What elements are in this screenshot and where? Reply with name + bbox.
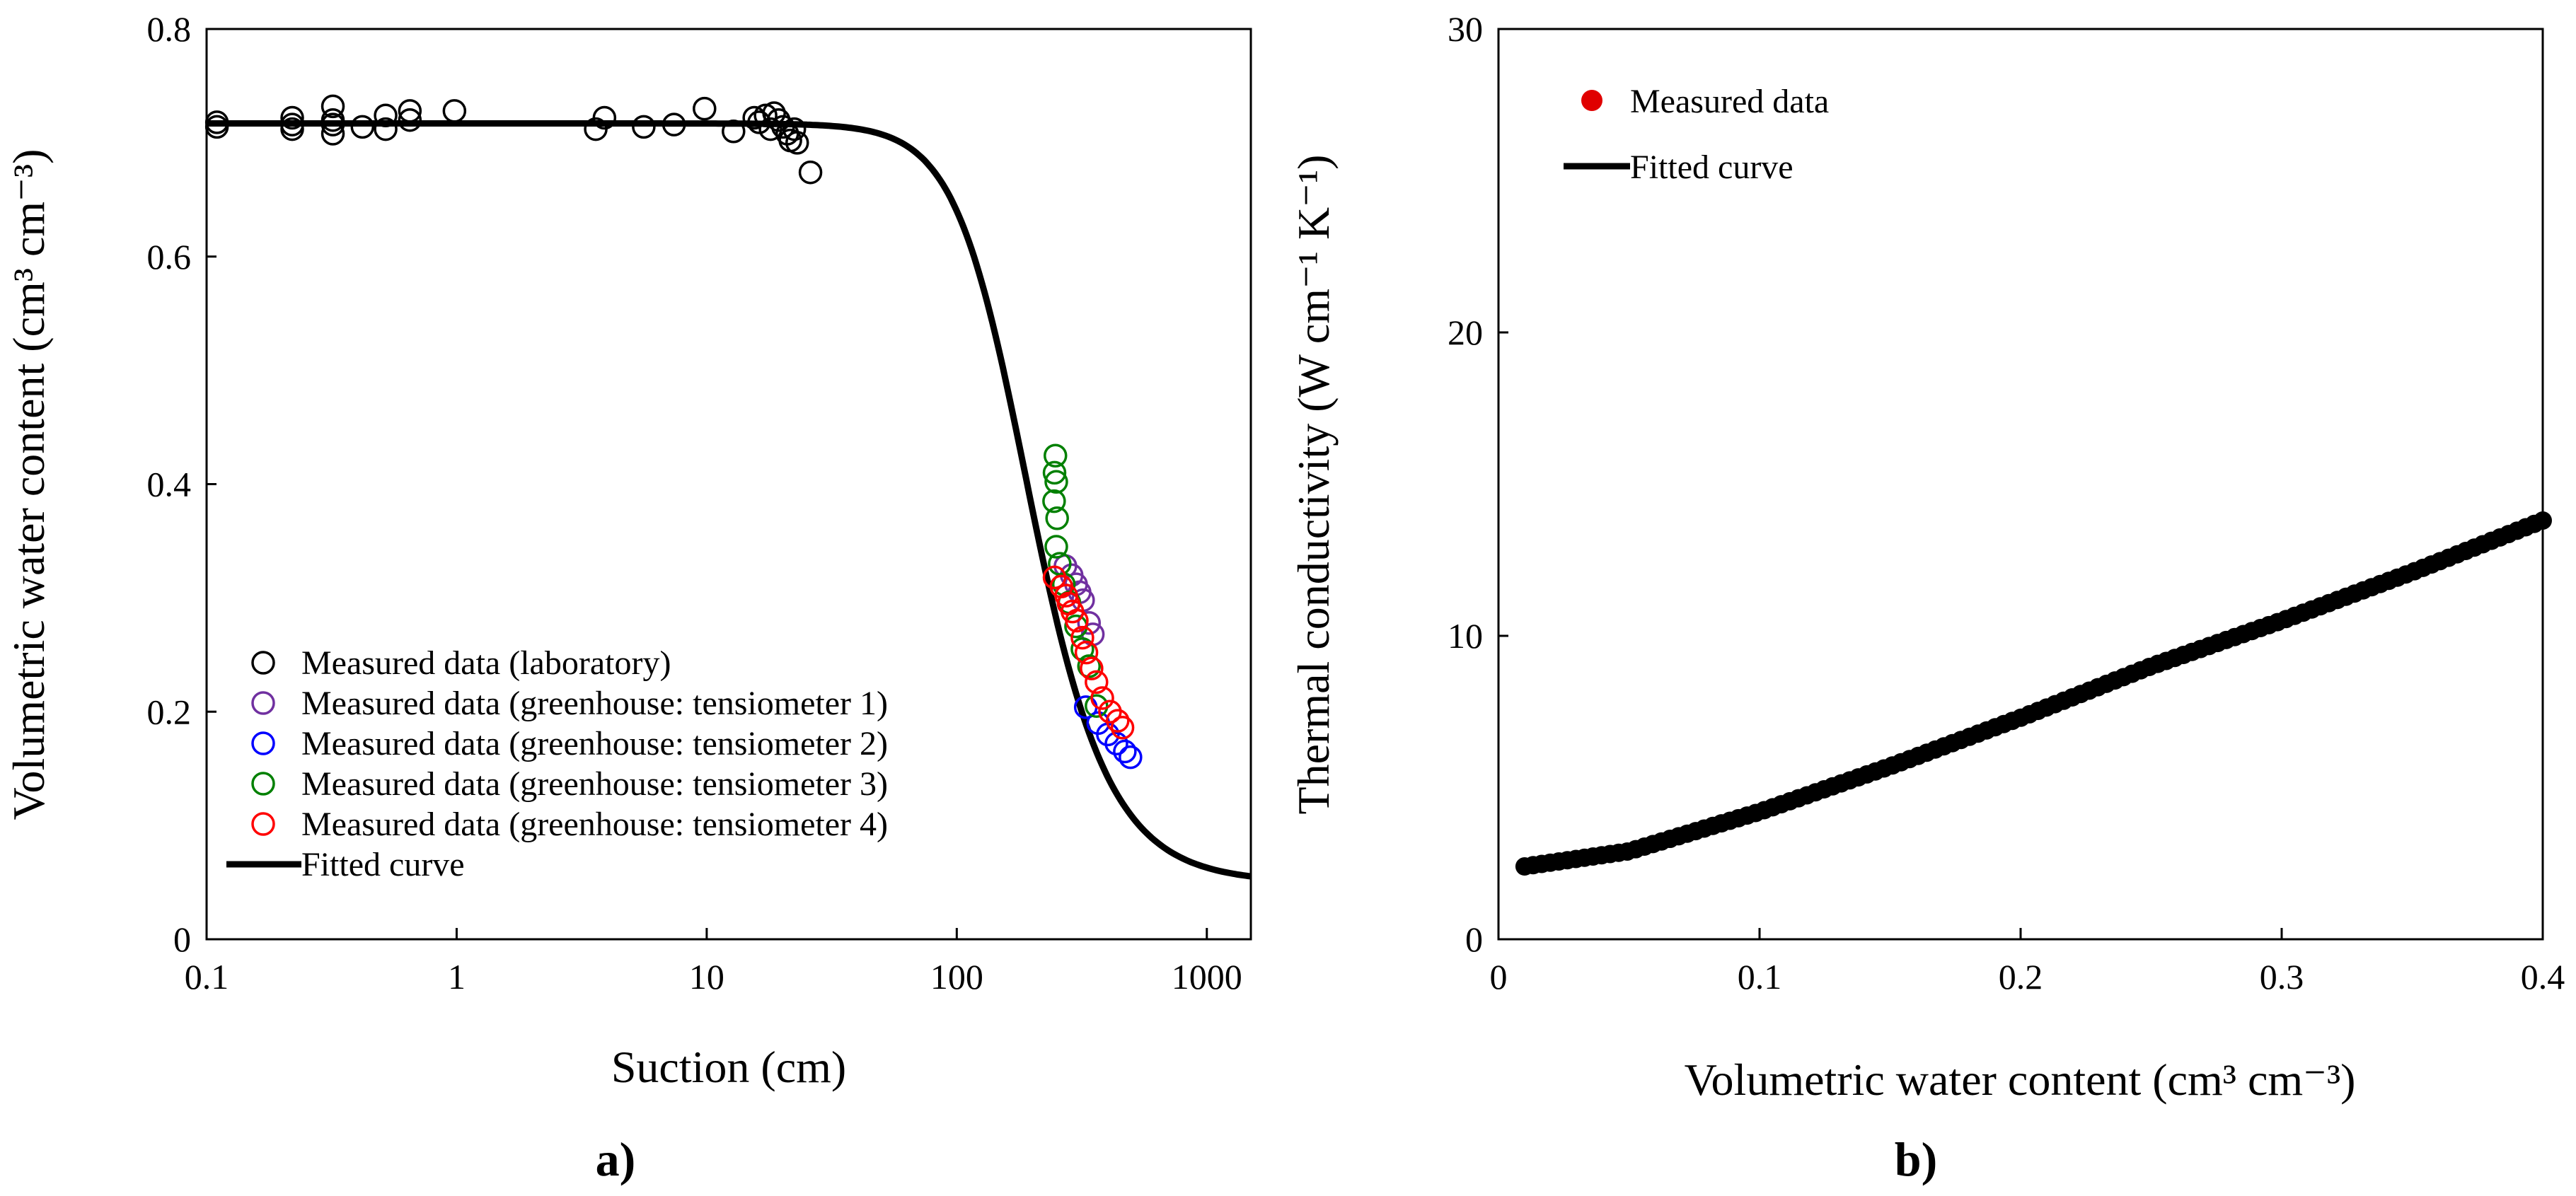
panel-a-series0-point [782,117,807,141]
panel-b-y-tick-label: 0 [1465,919,1483,959]
panel-a-series3-point [1044,535,1068,559]
panel-b-y-tick-label: 20 [1448,313,1483,352]
panel-b-y-tick-label: 30 [1448,9,1483,49]
legend-b-entry-label: Fitted curve [1630,149,1794,186]
legend-a-entry-label: Fitted curve [301,846,465,883]
panel-b-x-tick-label: 0.1 [1738,957,1782,997]
panel-a-y-tick-label: 0.4 [147,465,192,504]
legend-a-circle-swatch [251,812,275,836]
legend-a-circle-swatch [251,772,275,796]
panel-a-series0-point [442,99,467,123]
panel-b-data-point [2534,511,2552,530]
panel-a-series0-point [204,115,229,139]
panel-a-series3-point [1042,489,1066,513]
panel-a-series4-point [1110,716,1135,740]
panel-a-series0-point [592,105,617,130]
panel-a-series2-point [1113,739,1137,764]
panel-b-y-axis-ticks: 0 10 20 30 [1448,9,1508,959]
panel-a-x-axis-label: Suction (cm) [611,1042,846,1092]
legend-a-entry-label: Measured data (greenhouse: tensiometer 4… [301,806,888,843]
panel-b-plot-area [1497,28,2544,941]
panel-a-series3-point [1085,694,1109,718]
panel-b-x-tick-label: 0 [1490,957,1508,997]
panel-a-series3-point [1070,637,1094,661]
panel-a-y-tick-label: 0.2 [147,692,192,731]
panel-b-label: b) [1895,1132,1937,1186]
panel-a-series3-point [1077,654,1102,678]
panel-b-data-points [1515,511,2552,876]
panel-a-x-tick-label: 0.1 [185,957,229,997]
panel-a-series0-point [320,94,345,119]
panel-b-y-tick-label: 10 [1448,616,1483,656]
panel-b-legend: Measured data Fitted curve [1564,83,1829,186]
legend-a-circle-swatch [251,651,275,675]
panel-a-plot-area [205,28,1252,941]
legend-a-entry-label: Measured data (greenhouse: tensiometer 1… [301,685,888,722]
panel-a-series3-point [1045,506,1069,530]
panel-a-series0-point [280,117,304,141]
panel-a-series0-point [398,99,422,123]
panel-a-series1-point [1077,611,1102,635]
panel-a-chart: 0 0.2 0.4 0.6 0.8 0.1 1 10 100 1000 Suction (cm)… [4,9,1252,1186]
panel-a-x-tick-label: 100 [930,957,983,997]
panel-a-x-tick-label: 1000 [1172,957,1242,997]
legend-b-dot-swatch [1581,90,1602,111]
panel-a-series3-point [1042,460,1067,485]
panel-b-x-tick-label: 0.4 [2521,957,2565,997]
panel-a-series0-point [771,115,795,139]
panel-a-series0-point [350,115,375,139]
legend-a-entry-label: Measured data (greenhouse: tensiometer 3… [301,765,888,803]
panel-a-series4-point [1074,640,1099,665]
panel-b-x-tick-label: 0.3 [2260,957,2304,997]
legend-a-entry-label: Measured data (greenhouse: tensiometer 2… [301,725,888,762]
panel-a-series0-point [280,105,304,130]
panel-a-series0-point [374,103,398,128]
panel-a-label: a) [596,1132,636,1186]
panel-a-series0-point [785,131,809,155]
panel-a-series2-point [1104,731,1128,756]
legend-a-circle-swatch [251,731,275,755]
panel-a-series3-point [1044,470,1068,494]
panel-a-series4-point [1080,656,1104,680]
panel-a-x-tick-label: 1 [448,957,466,997]
panel-a-series0-point [374,117,398,141]
panel-a-series3-point [1043,443,1068,468]
panel-a-y-axis-label: Volumetric water content (cm³ cm⁻³) [4,149,54,820]
panel-a-x-axis-ticks: 0.1 1 10 100 1000 [185,928,1242,997]
panel-a-series4-point [1090,686,1114,710]
panel-a-series4-point [1065,608,1089,633]
panel-a-series2-point [1119,745,1143,770]
panel-b-x-axis-ticks: 0 0.1 0.2 0.3 0.4 [1490,928,2565,997]
legend-a-circle-swatch [251,691,275,715]
panel-b-x-axis-label: Volumetric water content (cm³ cm⁻³) [1685,1055,2356,1105]
panel-a-series0-point [722,120,746,144]
legend-b-entry-label: Measured data [1630,83,1829,120]
panel-a-series0-point [632,115,656,139]
panel-a-series0-point [662,112,686,137]
panel-a-series0-point [693,96,717,121]
panel-a-series0-point [753,103,778,128]
panel-a-series0-point [320,112,345,137]
panel-a-y-axis-ticks: 0 0.2 0.4 0.6 0.8 [147,9,216,959]
panel-a-series0-point [320,122,345,146]
panel-a-y-tick-label: 0 [173,919,191,959]
panel-b-y-axis-label: Thermal conductivity (W cm⁻¹ K⁻¹) [1288,155,1339,815]
panel-a-series0-point [398,108,422,132]
panel-b-chart: 0 10 20 30 0 0.1 0.2 0.3 0.4 Volumetric water c… [1288,9,2565,1186]
panel-b-x-tick-label: 0.2 [1999,957,2043,997]
panel-a-series4-point [1105,709,1130,733]
panel-a-series4-point [1070,625,1094,650]
panel-a-series4-point [1085,670,1109,695]
panel-a-y-tick-label: 0.8 [147,9,192,49]
legend-a-entry-label: Measured data (laboratory) [301,644,671,682]
panel-a-legend: Measured data (laboratory)Measured data … [226,644,888,883]
panel-a-series0-point [798,160,823,185]
panel-a-y-tick-label: 0.6 [147,237,192,277]
panel-a-x-tick-label: 10 [689,957,724,997]
panel-a-data-points [204,94,1143,770]
